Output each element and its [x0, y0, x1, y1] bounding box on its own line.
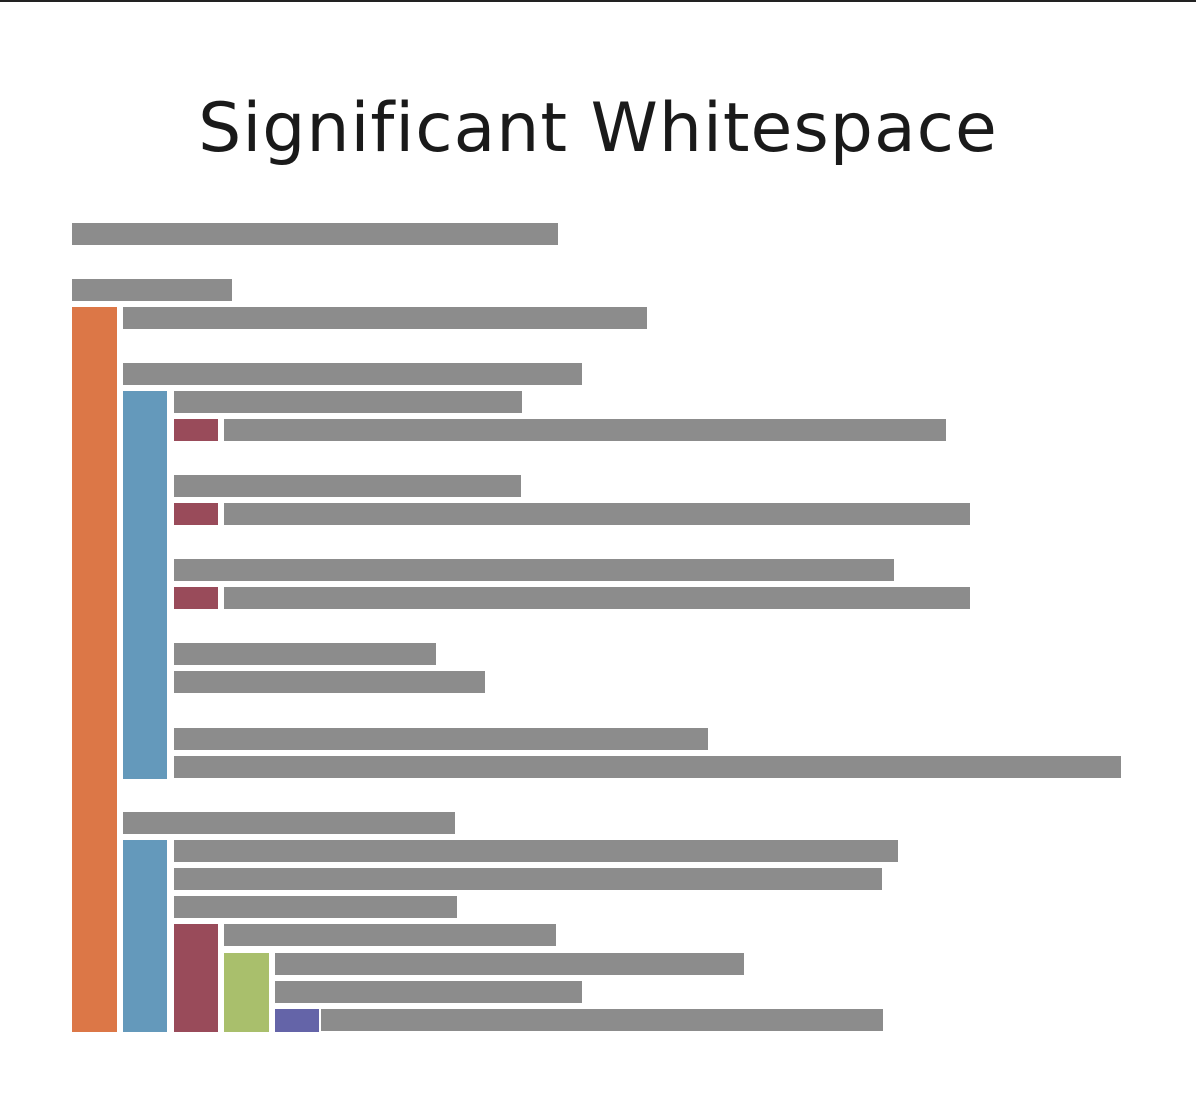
text-line-bar — [174, 475, 521, 497]
text-line-bar — [123, 363, 582, 385]
indent-block-level-2 — [123, 840, 167, 1032]
text-line-bar — [224, 587, 970, 609]
indent-block-level-3 — [174, 419, 218, 441]
text-line-bar — [174, 896, 457, 918]
page-title: Significant Whitespace — [198, 88, 998, 168]
text-line-bar — [123, 812, 455, 834]
text-line-bar — [174, 643, 436, 665]
indent-block-level-2 — [123, 391, 167, 779]
top-rule — [0, 0, 1196, 2]
text-line-bar — [72, 223, 558, 245]
text-line-bar — [174, 559, 894, 581]
text-line-bar — [275, 953, 744, 975]
text-line-bar — [174, 391, 522, 413]
text-line-bar — [224, 924, 556, 946]
text-line-bar — [123, 307, 647, 329]
text-line-bar — [174, 868, 882, 890]
text-line-bar — [174, 728, 708, 750]
text-line-bar — [174, 840, 898, 862]
text-line-bar — [321, 1009, 883, 1031]
indent-block-level-3 — [174, 503, 218, 525]
text-line-bar — [72, 279, 232, 301]
text-line-bar — [275, 981, 582, 1003]
indent-block-level-4 — [224, 953, 269, 1032]
indent-block-level-1 — [72, 307, 117, 1032]
indent-block-level-3 — [174, 924, 218, 1032]
indent-block-level-3 — [174, 587, 218, 609]
text-line-bar — [224, 503, 970, 525]
text-line-bar — [174, 756, 1121, 778]
text-line-bar — [174, 671, 485, 693]
indent-block-level-5 — [275, 1009, 319, 1032]
text-line-bar — [224, 419, 946, 441]
